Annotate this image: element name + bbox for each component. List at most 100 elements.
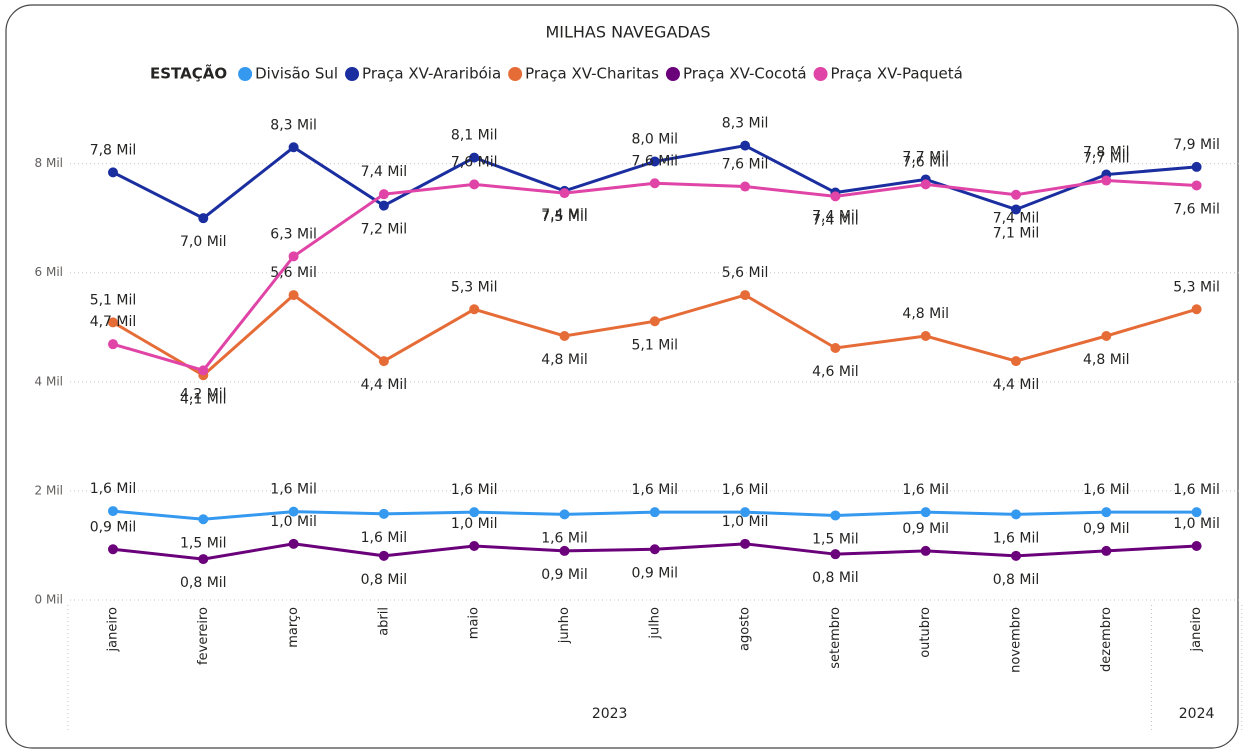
data-label: 5,3 Mil (1173, 279, 1220, 295)
x-tick-label: janeiro (106, 607, 121, 652)
data-label: 7,4 Mil (361, 164, 408, 180)
legend-title: ESTAÇÃO (150, 64, 227, 83)
data-label: 1,6 Mil (541, 530, 588, 546)
data-point (108, 544, 118, 555)
data-label: 0,9 Mil (1083, 521, 1130, 537)
data-point (1191, 180, 1202, 191)
data-point (378, 356, 389, 367)
data-label: 0,8 Mil (180, 575, 227, 591)
legend-swatch (813, 67, 828, 81)
data-label: 7,9 Mil (1173, 137, 1220, 153)
data-point (1191, 161, 1202, 172)
data-point (108, 506, 118, 517)
legend-swatch (238, 67, 253, 81)
data-point (288, 290, 299, 301)
data-label: 7,1 Mil (993, 225, 1040, 241)
data-label: 4,8 Mil (902, 306, 949, 322)
data-point (559, 331, 570, 341)
legend-label: Praça XV-Charitas (525, 65, 659, 83)
data-point (1101, 507, 1112, 518)
data-point (288, 251, 299, 262)
data-label: 7,6 Mil (451, 154, 498, 170)
legend-swatch (345, 67, 360, 81)
data-label: 6,3 Mil (270, 226, 317, 242)
data-label: 5,1 Mil (632, 337, 679, 353)
legend-label: Divisão Sul (255, 65, 338, 83)
x-tick-label: agosto (738, 607, 753, 651)
data-label: 8,1 Mil (451, 128, 498, 144)
legend-swatch (508, 67, 523, 81)
data-label: 1,6 Mil (1083, 482, 1130, 498)
data-label: 7,4 Mil (541, 207, 588, 223)
data-point (649, 178, 660, 189)
data-label: 1,0 Mil (451, 516, 498, 532)
data-point (649, 156, 660, 167)
data-point (920, 507, 931, 518)
data-point (559, 509, 570, 520)
data-label: 7,8 Mil (90, 142, 137, 158)
data-label: 1,6 Mil (632, 482, 679, 498)
data-point (740, 290, 751, 301)
data-point (1011, 189, 1021, 200)
data-point (288, 538, 299, 549)
data-point (1011, 356, 1021, 367)
data-point (288, 506, 299, 517)
data-label: 4,8 Mil (1083, 352, 1130, 368)
data-label: 7,0 Mil (180, 234, 227, 250)
data-label: 5,6 Mil (722, 265, 769, 281)
data-label: 7,2 Mil (361, 222, 408, 238)
data-point (920, 545, 931, 556)
x-group-label: 2023 (592, 706, 628, 722)
data-point (198, 365, 209, 376)
data-point (198, 554, 209, 565)
data-point (469, 541, 480, 551)
data-label: 7,6 Mil (1173, 201, 1220, 217)
data-point (920, 179, 931, 190)
data-point (469, 179, 480, 190)
data-label: 0,9 Mil (902, 521, 949, 537)
data-label: 7,6 Mil (722, 157, 769, 173)
data-label: 7,4 Mil (812, 212, 859, 228)
x-tick-label: novembro (1009, 607, 1024, 673)
data-label: 8,3 Mil (270, 117, 317, 133)
data-point (559, 545, 570, 556)
data-label: 1,6 Mil (361, 530, 408, 546)
data-label: 4,6 Mil (812, 364, 859, 380)
data-label: 7,5 Mil (541, 209, 588, 225)
data-point (1191, 541, 1202, 551)
data-point (830, 191, 841, 202)
data-point (559, 188, 570, 199)
data-label: 4,8 Mil (541, 352, 588, 368)
data-point (830, 549, 841, 560)
data-label: 8,0 Mil (632, 131, 679, 147)
legend-label: Praça XV-Araribóia (362, 65, 501, 83)
data-point (108, 317, 118, 328)
x-tick-label: outubro (918, 607, 933, 658)
data-label: 4,2 Mil (180, 386, 227, 402)
data-point (649, 544, 660, 555)
data-label: 1,6 Mil (90, 481, 137, 497)
data-label: 0,9 Mil (632, 565, 679, 581)
data-point (1191, 304, 1202, 315)
data-label: 4,7 Mil (90, 314, 137, 330)
x-tick-label: junho (557, 607, 572, 644)
legend-label: Praça XV-Cocotá (683, 65, 807, 83)
data-point (1101, 331, 1112, 341)
data-label: 0,9 Mil (90, 519, 137, 535)
data-label: 7,4 Mil (812, 209, 859, 225)
data-point (108, 339, 118, 350)
x-group-label: 2024 (1179, 706, 1215, 722)
data-point (378, 189, 389, 200)
data-point (920, 331, 931, 341)
data-label: 4,1 Mil (180, 391, 227, 407)
data-label: 4,4 Mil (361, 377, 408, 393)
data-point (108, 167, 118, 178)
data-label: 0,8 Mil (993, 572, 1040, 588)
data-label: 1,0 Mil (1173, 516, 1220, 532)
data-point (288, 142, 299, 153)
legend-label: Praça XV-Paquetá (831, 65, 963, 83)
data-point (1011, 550, 1021, 561)
data-point (740, 181, 751, 192)
data-point (740, 140, 751, 151)
data-point (469, 304, 480, 315)
